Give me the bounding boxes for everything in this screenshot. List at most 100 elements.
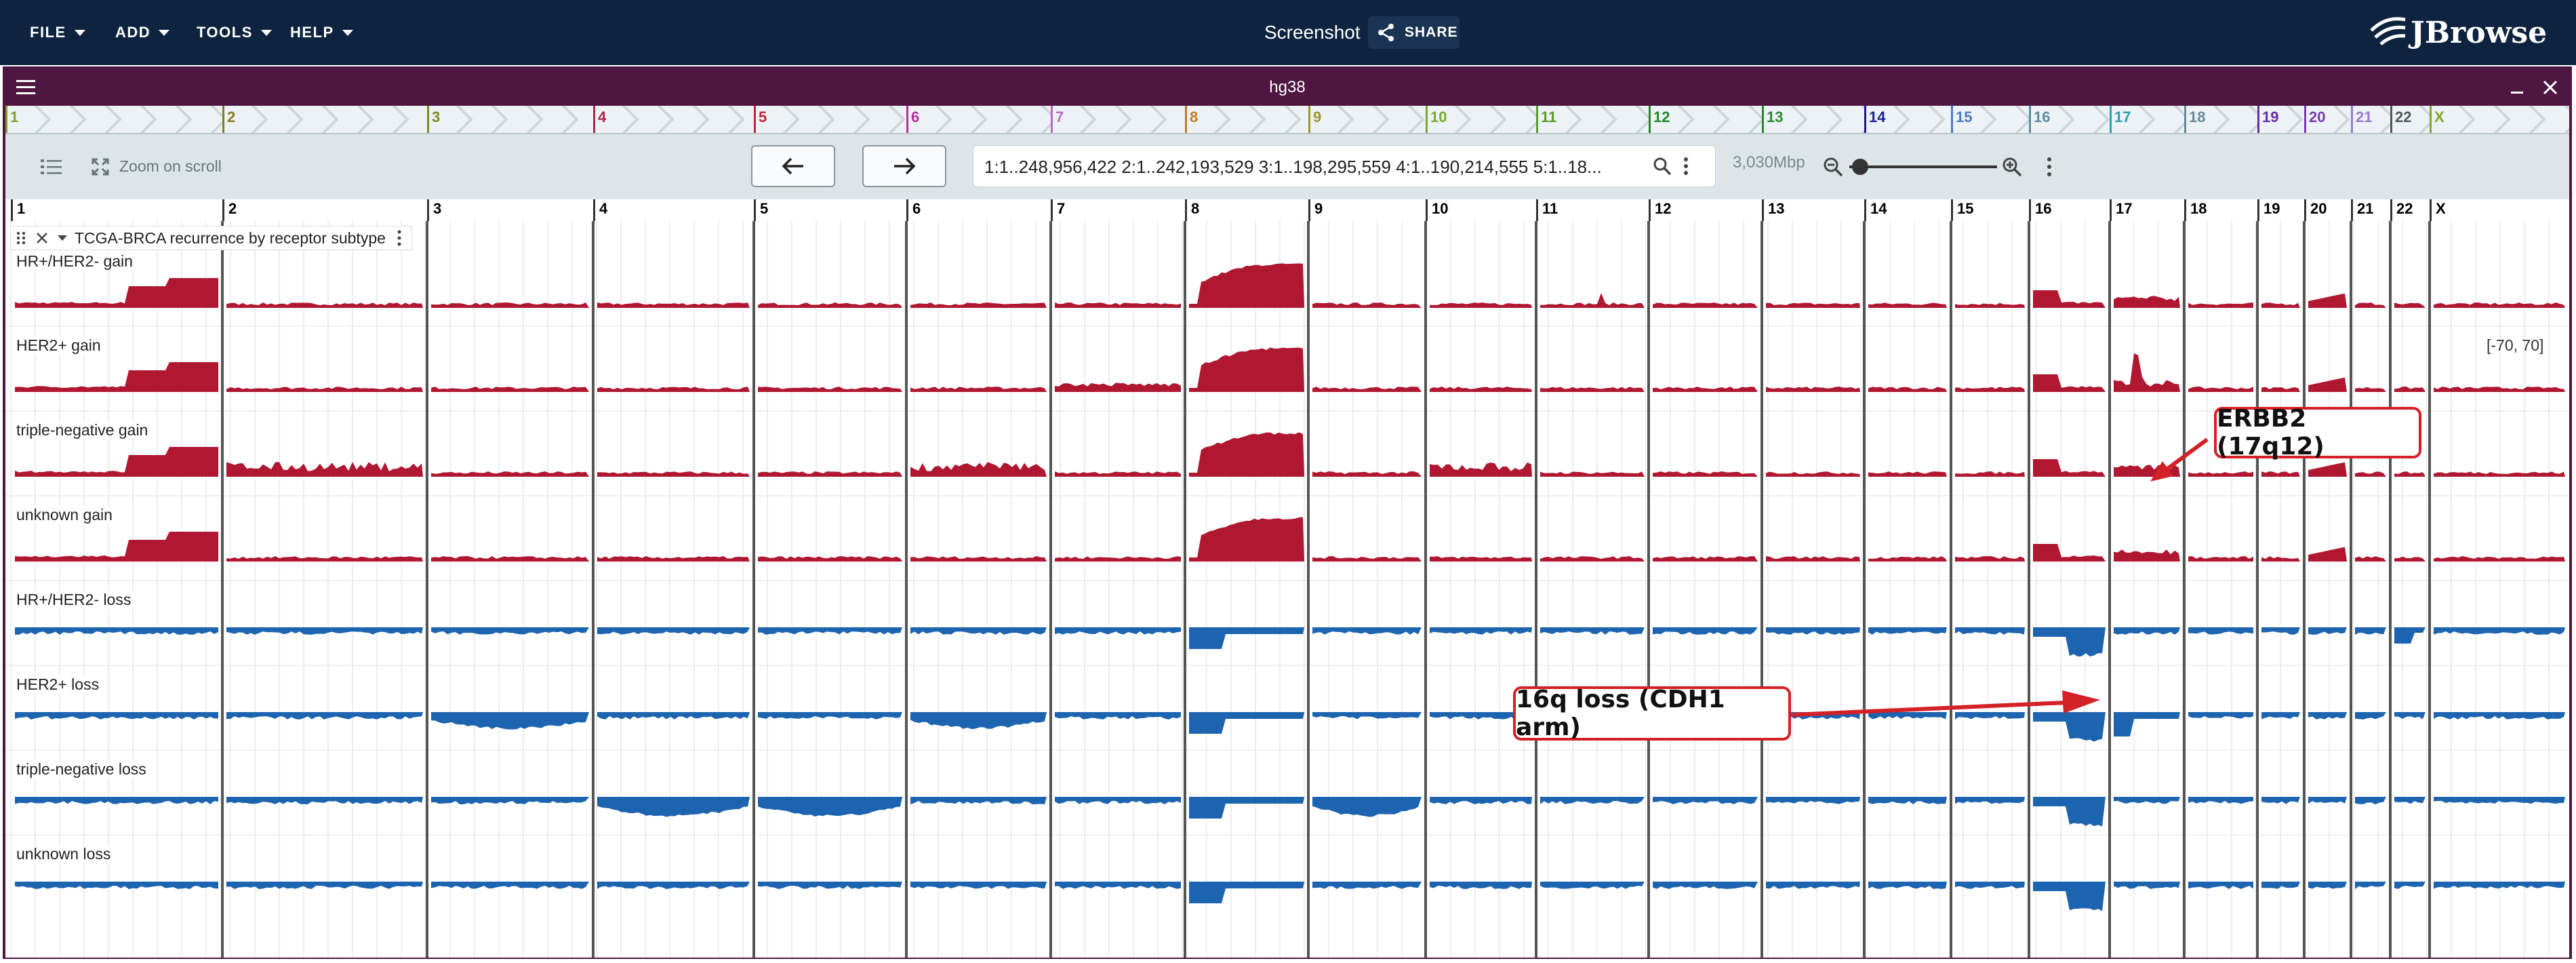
overview-chr-label: 1 (10, 109, 19, 125)
zoom-out-icon[interactable] (1822, 156, 1844, 178)
overview-chr-13[interactable]: 13 (1762, 106, 1864, 133)
ruler-chr-14: 14 (1864, 199, 1887, 221)
signal-area (1868, 302, 1947, 308)
chevron-down-icon[interactable] (57, 234, 68, 242)
overview-chr-15[interactable]: 15 (1951, 106, 2029, 133)
signal-area (1868, 627, 1947, 635)
share-icon (1378, 24, 1394, 41)
overview-chr-8[interactable]: 8 (1185, 106, 1308, 133)
signal-area (2355, 627, 2386, 635)
row-label: unknown loss (14, 845, 114, 863)
overview-chr-5[interactable]: 5 (754, 106, 906, 133)
overview-chr-2[interactable]: 2 (222, 106, 427, 133)
signal-area (1653, 882, 1758, 889)
menu-help-label: HELP (290, 24, 334, 41)
overview-chr-label: 13 (1767, 109, 1784, 125)
zoom-on-scroll-icon[interactable] (91, 157, 110, 176)
signal-area (2033, 797, 2106, 827)
menu-add[interactable]: ADD (115, 0, 170, 65)
overview-chr-12[interactable]: 12 (1649, 106, 1762, 133)
drag-handle-icon[interactable] (16, 231, 26, 245)
overview-chevron (1971, 106, 2029, 133)
track-list-icon[interactable] (41, 159, 62, 176)
overview-chr-label: 3 (432, 109, 441, 125)
signal-area (2355, 882, 2386, 889)
more-vert-icon[interactable] (2046, 156, 2053, 178)
overview-chr-14[interactable]: 14 (1864, 106, 1951, 133)
view-menu-icon[interactable] (16, 79, 37, 96)
session-title[interactable]: Screenshot (1264, 22, 1361, 43)
overview-chr-22[interactable]: 22 (2390, 106, 2430, 133)
overview-chr-X[interactable]: X (2430, 106, 2569, 133)
signal-area (2308, 882, 2347, 889)
zoom-on-scroll-label[interactable]: Zoom on scroll (119, 157, 222, 175)
overview-chr-label: X (2434, 109, 2444, 125)
minimize-icon[interactable] (2510, 80, 2524, 95)
cdh1-annotation: 16q loss (CDH1 arm) (1513, 686, 1791, 741)
signal-area (1540, 627, 1645, 635)
signal-area (1766, 882, 1860, 889)
signal-area (758, 627, 902, 635)
more-vert-icon[interactable] (397, 230, 402, 246)
location-input[interactable] (983, 154, 1643, 180)
menu-help[interactable]: HELP (290, 0, 353, 65)
chromosome-ruler[interactable]: 1 2 3 4 5 6 7 8 9 10 11 12 13 14 15 16 17 18 19 20 21 22 X (5, 199, 2569, 222)
overview-scalebar[interactable]: 1 2 3 4 5 6 7 8 9 10 11 12 13 14 15 16 17 18 19 20 21 22 X (5, 106, 2569, 134)
overview-chr-18[interactable]: 18 (2184, 106, 2257, 133)
overview-chr-11[interactable]: 11 (1536, 106, 1649, 133)
overview-chr-10[interactable]: 10 (1426, 106, 1536, 133)
overview-chr-label: 19 (2262, 109, 2279, 125)
overview-chr-6[interactable]: 6 (906, 106, 1051, 133)
zoom-slider-thumb[interactable] (1852, 159, 1868, 175)
ruler-chr-12: 12 (1649, 199, 1671, 221)
signal-area (431, 556, 589, 562)
overview-chevron (1205, 106, 1308, 133)
back-button[interactable] (751, 145, 835, 187)
overview-chr-4[interactable]: 4 (593, 106, 754, 133)
overview-chr-9[interactable]: 9 (1308, 106, 1426, 133)
more-vert-icon[interactable] (1683, 157, 1689, 177)
chevron-down-icon (74, 29, 85, 36)
overview-chr-1[interactable]: 1 (5, 106, 222, 133)
zoom-in-icon[interactable] (2001, 156, 2023, 178)
signal-area (2114, 797, 2180, 804)
overview-chr-21[interactable]: 21 (2351, 106, 2390, 133)
cdh1-annotation-text: 16q loss (CDH1 arm) (1516, 686, 1725, 741)
signal-area (2308, 797, 2347, 804)
signal-area (1955, 797, 2025, 804)
close-icon[interactable] (2542, 79, 2558, 96)
close-track-icon[interactable] (35, 231, 49, 245)
signal-area (597, 387, 750, 392)
signal-area (597, 556, 750, 562)
overview-chr-20[interactable]: 20 (2304, 106, 2351, 133)
ruler-chr-8: 8 (1185, 199, 1199, 221)
menu-tools[interactable]: TOOLS (197, 0, 272, 65)
overview-chr-label: 8 (1190, 109, 1199, 125)
signal-area (226, 462, 423, 477)
signal-area (226, 797, 423, 804)
signal-area (910, 882, 1047, 889)
signal-area (2394, 797, 2426, 804)
overview-chr-3[interactable]: 3 (427, 106, 593, 133)
overview-chr-17[interactable]: 17 (2110, 106, 2184, 133)
zoom-slider[interactable] (1849, 159, 1997, 175)
overview-chr-7[interactable]: 7 (1051, 106, 1185, 133)
search-icon[interactable] (1653, 157, 1672, 176)
signal-area (1055, 471, 1181, 477)
ruler-chr-6: 6 (906, 199, 921, 221)
signal-area (2261, 882, 2300, 889)
signal-area (758, 387, 902, 392)
signal-area (910, 302, 1047, 308)
overview-chr-16[interactable]: 16 (2029, 106, 2110, 133)
forward-button[interactable] (862, 145, 946, 187)
share-button[interactable]: SHARE (1368, 16, 1460, 49)
signal-area (1766, 387, 1860, 392)
ruler-chr-9: 9 (1308, 199, 1323, 221)
signal-area (1653, 797, 1758, 804)
signal-area (1955, 712, 2025, 720)
menu-file[interactable]: FILE (30, 0, 85, 65)
overview-chr-label: 20 (2309, 109, 2326, 125)
row-label: HR+/HER2- gain (14, 252, 136, 271)
signal-area (1540, 387, 1645, 392)
overview-chr-19[interactable]: 19 (2257, 106, 2304, 133)
